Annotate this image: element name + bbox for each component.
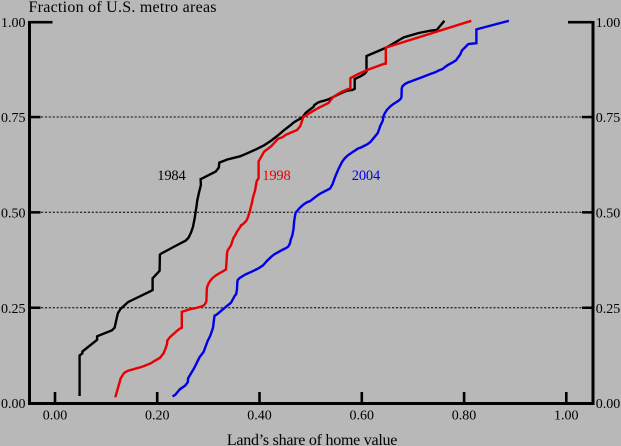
svg-text:0.80: 0.80 [452,408,477,423]
svg-text:0.60: 0.60 [350,408,375,423]
svg-text:0.50: 0.50 [596,207,621,222]
svg-text:1.00: 1.00 [596,16,621,31]
svg-text:0.00: 0.00 [1,397,26,412]
svg-text:0.40: 0.40 [247,408,272,423]
svg-text:1984: 1984 [157,168,186,184]
svg-text:0.75: 0.75 [596,111,621,126]
svg-text:0.75: 0.75 [1,111,26,126]
svg-text:1.00: 1.00 [554,408,579,423]
svg-text:0.20: 0.20 [145,408,170,423]
svg-text:0.25: 0.25 [596,302,621,317]
svg-text:Fraction of U.S. metro areas: Fraction of U.S. metro areas [29,0,217,16]
svg-text:0.00: 0.00 [43,408,68,423]
svg-text:1.00: 1.00 [1,16,26,31]
svg-text:0.50: 0.50 [1,207,26,222]
svg-text:Land’s share of home value: Land’s share of home value [227,432,397,446]
svg-text:1998: 1998 [262,168,290,184]
svg-text:0.25: 0.25 [1,302,26,317]
svg-text:0.00: 0.00 [596,397,621,412]
svg-text:2004: 2004 [352,168,381,184]
